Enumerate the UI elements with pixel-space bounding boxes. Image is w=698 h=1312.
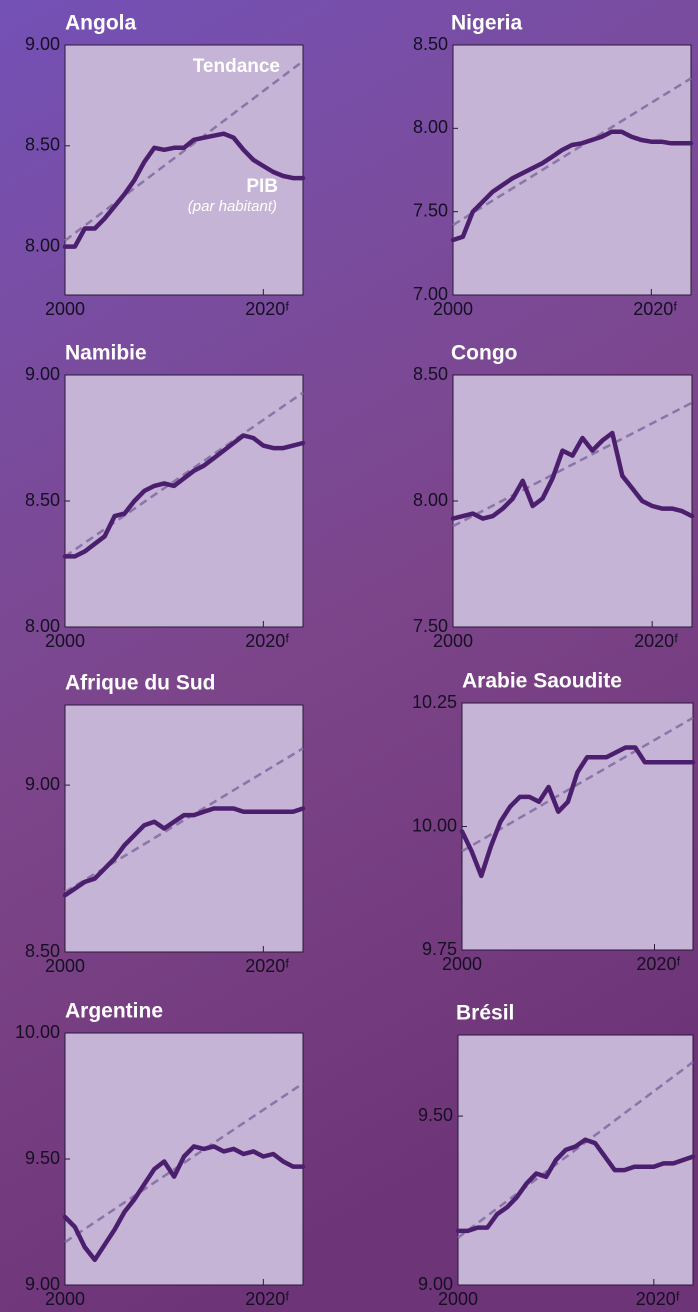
data-line bbox=[62, 131, 306, 249]
x-tick-label: 2000 bbox=[438, 1289, 478, 1309]
x-tick-label: 2020ᶠ bbox=[245, 956, 289, 976]
y-tick-label: 8.00 bbox=[25, 616, 60, 636]
y-tick-label: 9.00 bbox=[25, 1274, 60, 1294]
trend-line bbox=[457, 1061, 694, 1239]
y-tick-label: 8.50 bbox=[25, 490, 60, 510]
x-tick-label: 2000 bbox=[45, 956, 85, 976]
trend-line bbox=[461, 716, 694, 853]
trend-line bbox=[452, 401, 693, 528]
y-tick-label: 9.00 bbox=[25, 774, 60, 794]
chart-title: Arabie Saoudite bbox=[462, 670, 622, 693]
y-tick-label: 9.00 bbox=[25, 364, 60, 384]
x-tick-label: 2020ᶠ bbox=[245, 299, 289, 319]
chart-title: Argentine bbox=[65, 1000, 163, 1023]
trend-line bbox=[64, 391, 304, 558]
y-tick-label: 10.25 bbox=[412, 692, 457, 712]
trend-line bbox=[452, 77, 692, 227]
data-line bbox=[62, 806, 306, 898]
annotation: Tendance bbox=[193, 56, 280, 77]
data-line bbox=[62, 1144, 306, 1263]
annotation: PIB bbox=[246, 176, 278, 197]
x-tick-label: 2020ᶠ bbox=[245, 1289, 289, 1309]
y-tick-label: 9.75 bbox=[422, 939, 457, 959]
y-tick-label: 9.00 bbox=[25, 34, 60, 54]
chart-title: Namibie bbox=[65, 342, 147, 365]
y-tick-label: 9.00 bbox=[418, 1274, 453, 1294]
y-tick-label: 8.00 bbox=[25, 235, 60, 255]
x-tick-label: 2000 bbox=[433, 631, 473, 651]
x-tick-label: 2000 bbox=[45, 299, 85, 319]
chart-title: Afrique du Sud bbox=[65, 672, 216, 695]
x-tick-label: 2000 bbox=[45, 631, 85, 651]
y-tick-label: 9.50 bbox=[418, 1105, 453, 1125]
data-line bbox=[459, 745, 696, 879]
y-tick-label: 8.00 bbox=[413, 117, 448, 137]
y-tick-label: 8.50 bbox=[413, 34, 448, 54]
y-tick-label: 7.50 bbox=[413, 616, 448, 636]
annotation: (par habitant) bbox=[188, 198, 277, 215]
data-line bbox=[450, 430, 695, 521]
x-tick-label: 2000 bbox=[433, 299, 473, 319]
x-tick-label: 2020ᶠ bbox=[636, 1289, 680, 1309]
data-line bbox=[62, 433, 306, 559]
plot-area bbox=[64, 704, 304, 953]
plot-area bbox=[64, 374, 304, 628]
y-tick-label: 8.50 bbox=[25, 941, 60, 961]
y-tick-label: 10.00 bbox=[15, 1022, 60, 1042]
plot-area bbox=[452, 44, 692, 296]
data-line bbox=[450, 129, 694, 243]
trend-line bbox=[64, 1082, 304, 1244]
trend-line bbox=[64, 60, 304, 242]
chart-title: Brésil bbox=[456, 1002, 514, 1025]
x-tick-label: 2000 bbox=[442, 954, 482, 974]
x-tick-label: 2000 bbox=[45, 1289, 85, 1309]
plot-area bbox=[452, 374, 693, 628]
y-tick-label: 7.00 bbox=[413, 284, 448, 304]
y-tick-label: 8.50 bbox=[25, 135, 60, 155]
data-line bbox=[455, 1137, 696, 1234]
y-tick-label: 8.50 bbox=[413, 364, 448, 384]
chart-title: Congo bbox=[451, 342, 517, 365]
y-tick-label: 8.00 bbox=[413, 490, 448, 510]
plot-area bbox=[64, 44, 304, 296]
plot-area bbox=[457, 1034, 694, 1286]
x-tick-label: 2020ᶠ bbox=[633, 299, 677, 319]
chart-title: Nigeria bbox=[451, 12, 523, 35]
chart-title: Angola bbox=[65, 12, 136, 35]
x-tick-label: 2020ᶠ bbox=[245, 631, 289, 651]
x-tick-label: 2020ᶠ bbox=[634, 631, 678, 651]
y-tick-label: 10.00 bbox=[412, 815, 457, 835]
y-tick-label: 7.50 bbox=[413, 200, 448, 220]
y-tick-label: 9.50 bbox=[25, 1148, 60, 1168]
x-tick-label: 2020ᶠ bbox=[636, 954, 680, 974]
